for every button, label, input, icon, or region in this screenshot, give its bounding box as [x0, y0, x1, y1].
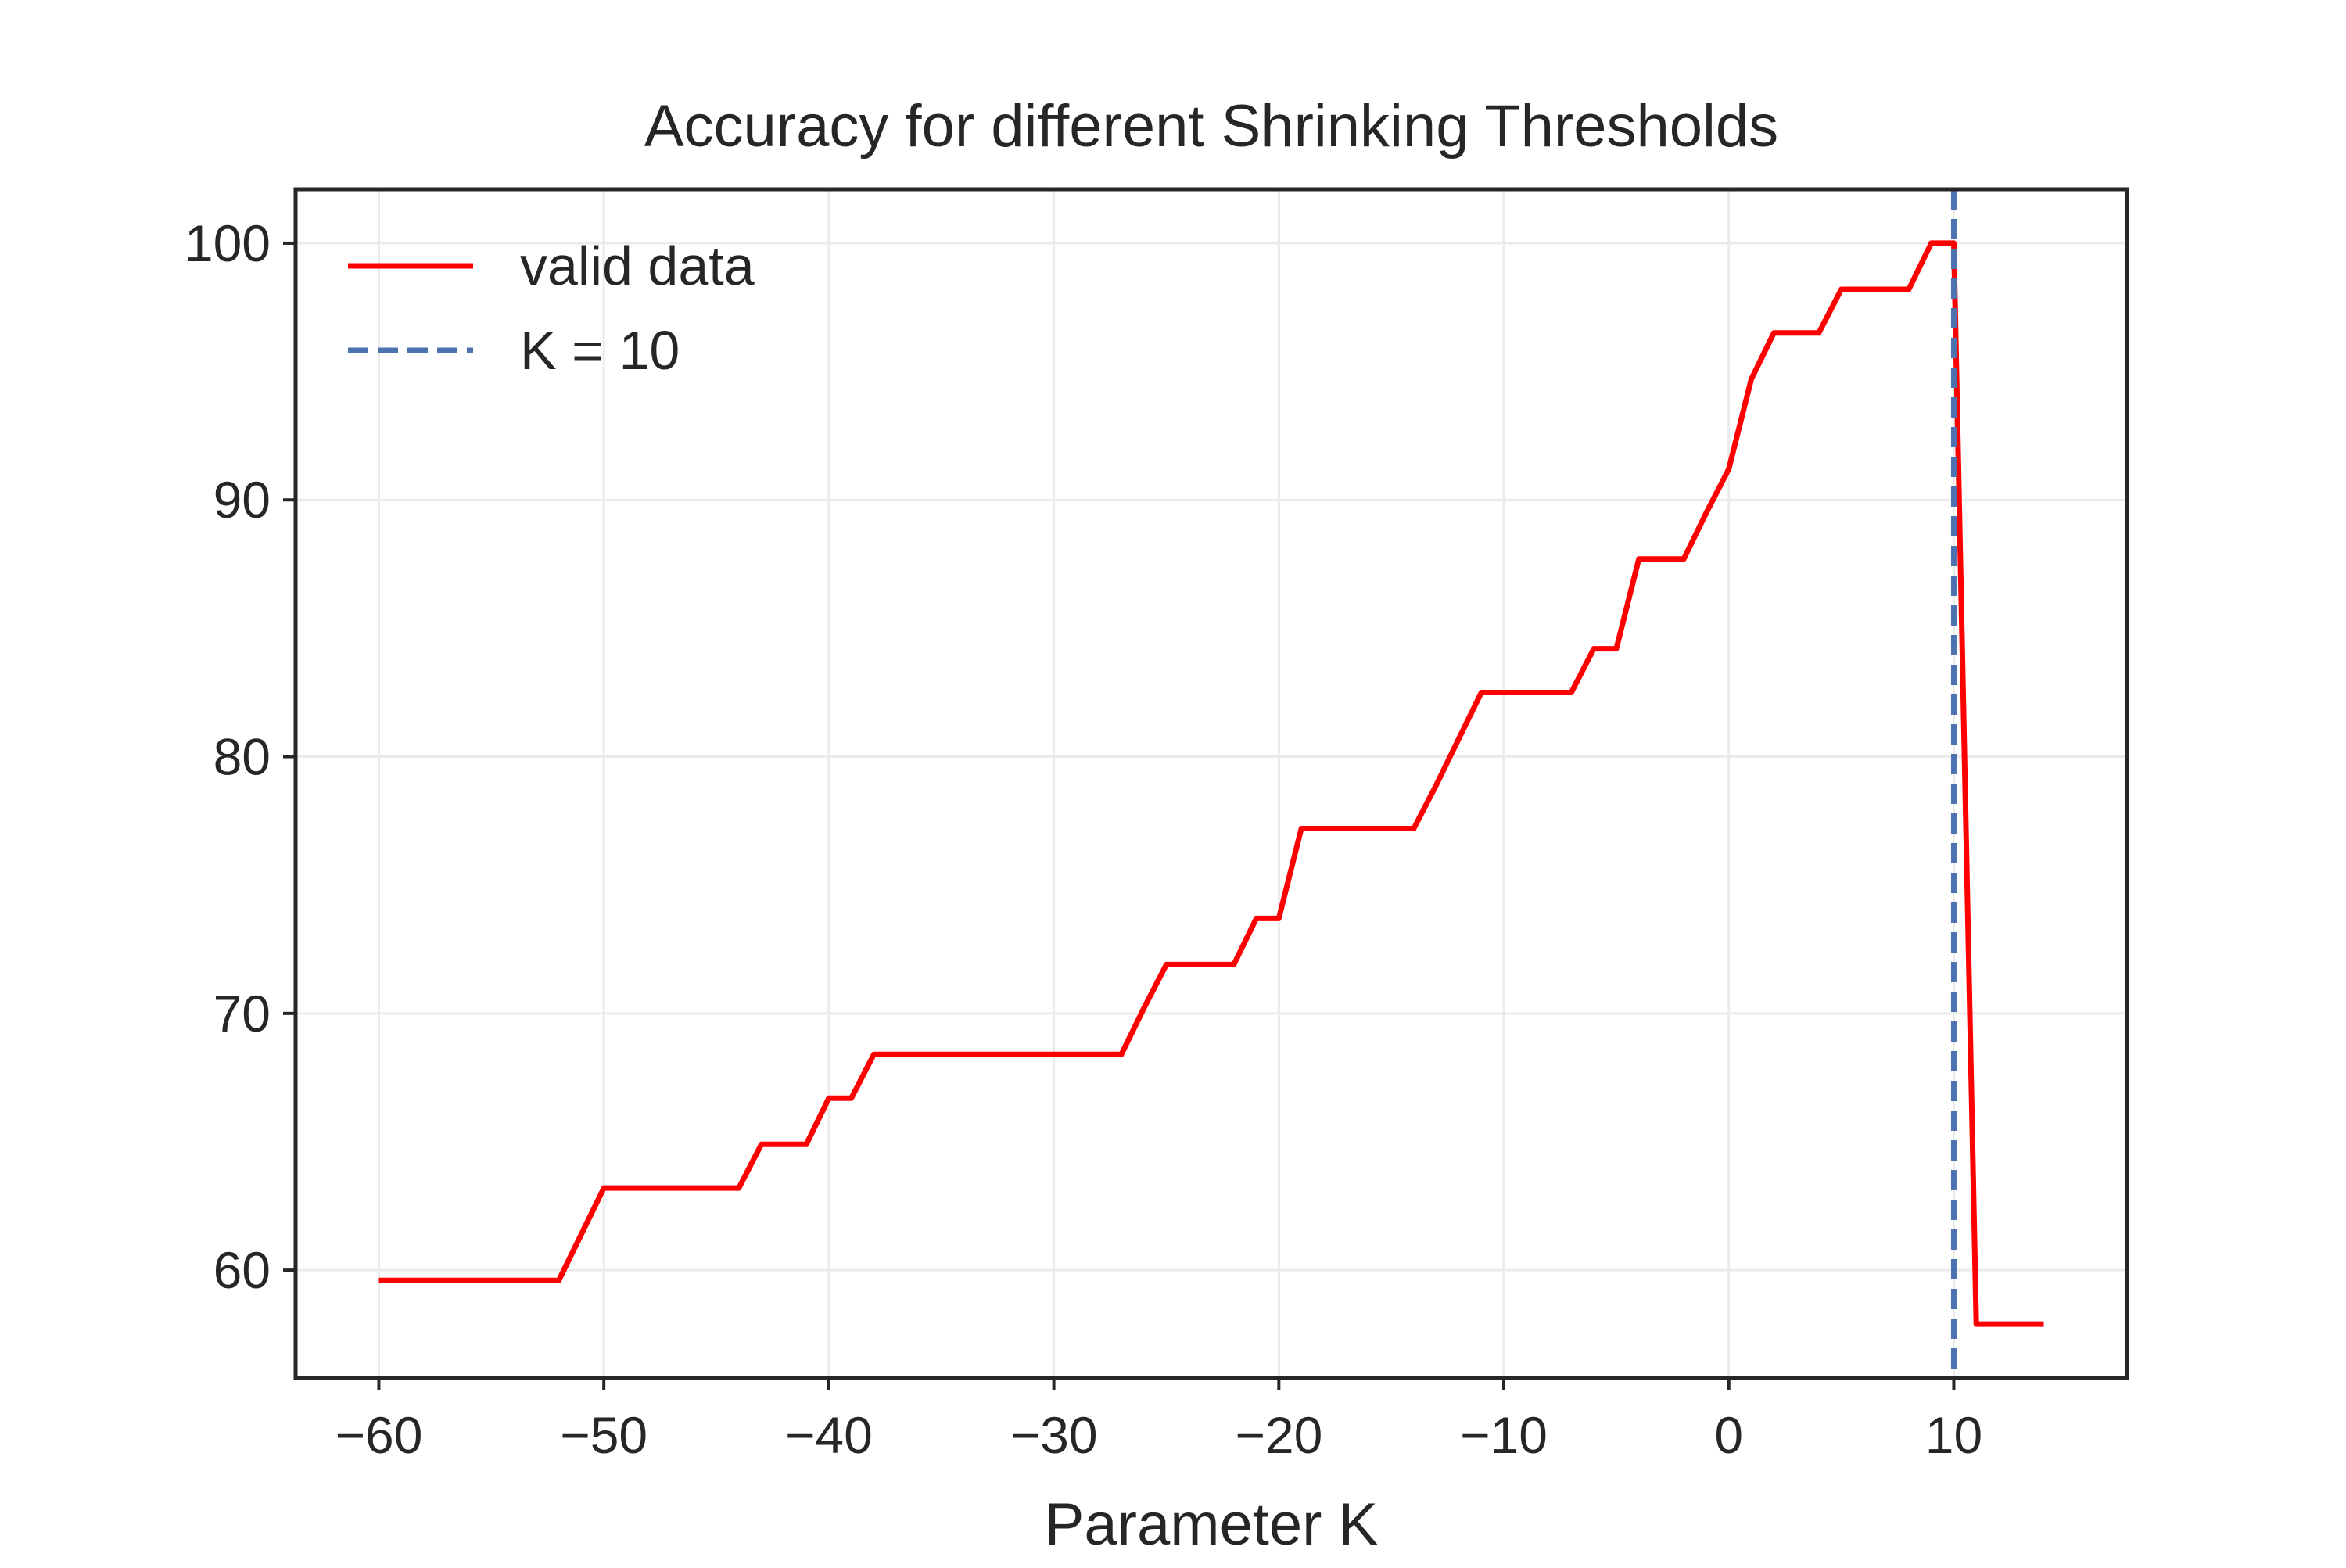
series-lines	[378, 189, 2044, 1378]
chart-title: Accuracy for different Shrinking Thresho…	[644, 93, 1778, 160]
x-tick-label: −40	[785, 1406, 873, 1464]
x-tick-label: 10	[1925, 1406, 1982, 1464]
axis-ticks: −60 −50 −40 −30 −20 −10 0 10 60 70 80 90 100	[185, 214, 1982, 1464]
x-axis-label: Parameter K	[1045, 1491, 1379, 1558]
legend-label: valid data	[520, 235, 755, 296]
x-tick-label: 0	[1714, 1406, 1743, 1464]
y-tick-label: 60	[213, 1241, 271, 1299]
y-tick-label: 70	[213, 985, 271, 1042]
series-line-valid-data	[378, 240, 2044, 1327]
x-tick-label: −10	[1460, 1406, 1548, 1464]
plot-frame	[293, 187, 2129, 1380]
x-tick-label: −20	[1235, 1406, 1322, 1464]
y-tick-label: 80	[213, 728, 271, 786]
legend-label: K = 10	[520, 320, 680, 381]
y-tick-label: 90	[213, 471, 271, 529]
legend: valid data K = 10	[348, 235, 755, 381]
x-tick-label: −50	[560, 1406, 647, 1464]
x-tick-label: −30	[1010, 1406, 1098, 1464]
y-tick-label: 100	[185, 214, 271, 272]
grid	[296, 189, 2127, 1378]
x-tick-label: −60	[335, 1406, 422, 1464]
